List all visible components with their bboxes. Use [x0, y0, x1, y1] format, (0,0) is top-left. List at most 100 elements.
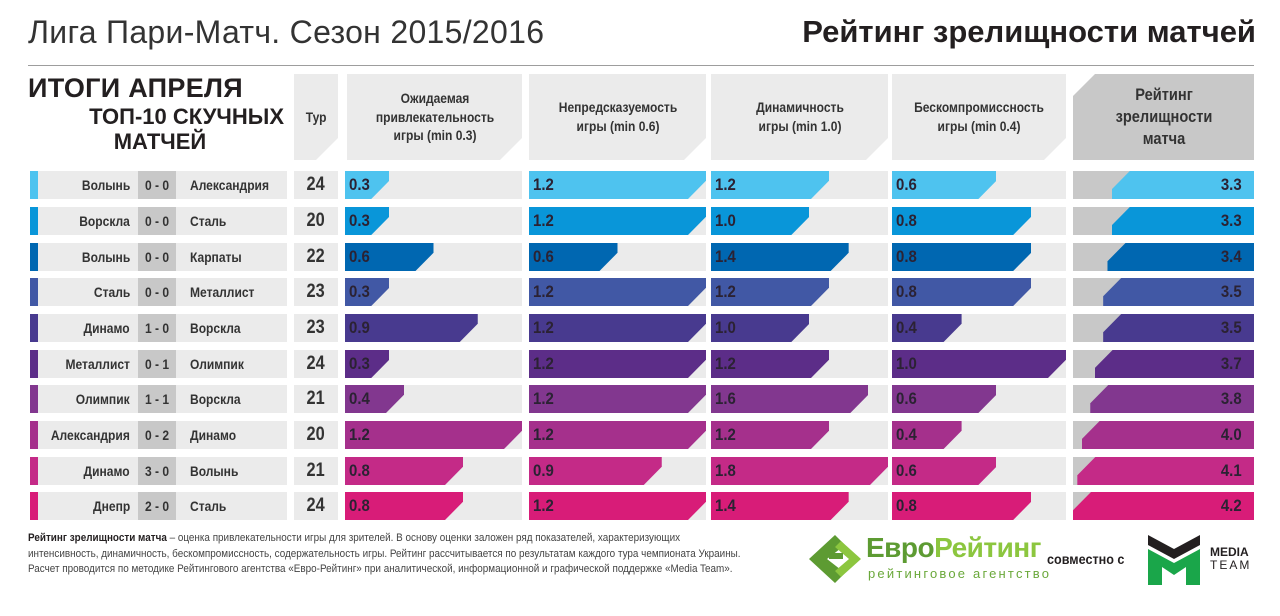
match-score: 1 - 0 — [138, 314, 176, 342]
rating-value: 4.2 — [1221, 496, 1242, 515]
unpredictability-value-label: 1.2 — [533, 278, 557, 306]
rating-value: 3.3 — [1221, 175, 1242, 194]
unpredictability-value-label: 1.2 — [533, 171, 557, 199]
uncompromising-bar — [892, 350, 1066, 378]
rating-value: 3.7 — [1221, 354, 1242, 373]
unpredictability-bar — [529, 421, 706, 449]
table-row: Динамо 3 - 0 Волынь 21 0.8 0.9 1.8 0.6 4.1 — [0, 457, 1280, 485]
tour-number-value: 22 — [306, 246, 326, 267]
match-score-value: 2 - 0 — [144, 498, 170, 514]
unpredictability-value-label: 0.9 — [533, 457, 557, 485]
unpredictability-bar-track: 1.2 — [529, 314, 706, 342]
dynamics-value-label: 1.2 — [715, 350, 739, 378]
away-team: Динамо — [176, 421, 287, 449]
rating-bar — [1081, 421, 1254, 449]
dynamics-value: 1.2 — [715, 354, 736, 373]
expected-value-label: 0.3 — [349, 278, 373, 306]
home-team-name: Динамо — [83, 320, 130, 336]
rating-value: 3.5 — [1221, 318, 1242, 337]
row-accent-marker — [30, 278, 38, 306]
unpredictability-value: 1.2 — [533, 496, 554, 515]
dynamics-bar-track: 1.2 — [711, 421, 888, 449]
unpredictability-bar-track: 0.6 — [529, 243, 706, 271]
expected-bar-track: 0.6 — [345, 243, 522, 271]
expected-value-label: 0.3 — [349, 171, 373, 199]
expected-bar — [345, 421, 522, 449]
rating-bar — [1077, 457, 1254, 485]
dynamics-value-label: 1.2 — [715, 171, 739, 199]
rating-bar-track: 3.3 — [1073, 171, 1254, 199]
evro-reiting-logo-icon — [809, 535, 861, 583]
uncompromising-bar — [892, 385, 996, 413]
dynamics-bar — [711, 243, 849, 271]
uncompromising-value: 0.4 — [896, 318, 917, 337]
unpredictability-value-label: 0.6 — [533, 243, 557, 271]
unpredictability-bar — [529, 385, 706, 413]
unpredictability-bar-track: 1.2 — [529, 171, 706, 199]
expected-bar-track: 0.9 — [345, 314, 522, 342]
uncompromising-bar-track: 0.6 — [892, 171, 1066, 199]
footnote-term: Рейтинг зрелищности матча — [28, 532, 167, 544]
rating-value: 3.8 — [1221, 389, 1242, 408]
away-team: Ворскла — [176, 385, 287, 413]
uncompromising-bar-track: 1.0 — [892, 350, 1066, 378]
expected-value-label: 0.8 — [349, 492, 373, 520]
expected-bar — [345, 457, 463, 485]
uncompromising-bar-track: 0.6 — [892, 385, 1066, 413]
away-team-name: Динамо — [190, 427, 237, 443]
uncompromising-value: 0.8 — [896, 282, 917, 301]
unpredictability-value: 1.2 — [533, 175, 554, 194]
home-team-name: Ворскла — [79, 213, 130, 229]
away-team: Сталь — [176, 492, 287, 520]
rating-bar — [1107, 243, 1254, 271]
dynamics-value: 1.4 — [715, 496, 736, 515]
tour-number-value: 23 — [306, 317, 326, 338]
unpredictability-bar-track: 0.9 — [529, 457, 706, 485]
away-team: Карпаты — [176, 243, 287, 271]
expected-value-label: 1.2 — [349, 421, 373, 449]
row-accent-marker — [30, 492, 38, 520]
unpredictability-value: 1.2 — [533, 282, 554, 301]
uncompromising-bar-track: 0.4 — [892, 421, 1066, 449]
dynamics-bar-track: 1.6 — [711, 385, 888, 413]
unpredictability-bar-track: 1.2 — [529, 207, 706, 235]
unpredictability-bar-track: 1.2 — [529, 385, 706, 413]
dynamics-value-label: 1.8 — [715, 457, 739, 485]
dynamics-value-label: 1.2 — [715, 421, 739, 449]
expected-bar-track: 0.3 — [345, 350, 522, 378]
column-header-uncompromising: Бескомпромиссность игры (min 0.4) — [892, 74, 1066, 160]
dynamics-value: 1.6 — [715, 389, 736, 408]
expected-value-label: 0.9 — [349, 314, 373, 342]
home-team-name: Металлист — [65, 356, 130, 372]
uncompromising-value: 0.8 — [896, 496, 917, 515]
tour-number-value: 21 — [306, 388, 326, 409]
uncompromising-value-label: 0.6 — [896, 385, 920, 413]
table-row: Днепр 2 - 0 Сталь 24 0.8 1.2 1.4 0.8 4.2 — [0, 492, 1280, 520]
unpredictability-bar-track: 1.2 — [529, 492, 706, 520]
unpredictability-value: 1.2 — [533, 318, 554, 337]
rating-bar-track: 3.5 — [1073, 278, 1254, 306]
uncompromising-value-label: 0.8 — [896, 278, 920, 306]
media-team-logo-icon — [1148, 535, 1200, 585]
expected-bar-track: 0.3 — [345, 171, 522, 199]
tour-number-value: 24 — [306, 174, 326, 195]
match-score-value: 0 - 0 — [144, 249, 170, 265]
unpredictability-value: 0.6 — [533, 247, 554, 266]
table-row: Ворскла 0 - 0 Сталь 20 0.3 1.2 1.0 0.8 3.3 — [0, 207, 1280, 235]
match-score: 0 - 2 — [138, 421, 176, 449]
expected-value: 1.2 — [349, 425, 370, 444]
tour-number: 23 — [294, 314, 338, 342]
unpredictability-value-label: 1.2 — [533, 314, 557, 342]
rating-value: 3.5 — [1221, 282, 1242, 301]
expected-value-label: 0.8 — [349, 457, 373, 485]
away-team: Александрия — [176, 171, 287, 199]
uncompromising-value: 0.8 — [896, 211, 917, 230]
rating-bar-track: 4.1 — [1073, 457, 1254, 485]
tour-number: 22 — [294, 243, 338, 271]
expected-bar-track: 0.3 — [345, 278, 522, 306]
unpredictability-value-label: 1.2 — [533, 385, 557, 413]
expected-value: 0.3 — [349, 354, 370, 373]
rating-bar — [1103, 314, 1254, 342]
unpredictability-value-label: 1.2 — [533, 207, 557, 235]
tour-number: 24 — [294, 171, 338, 199]
